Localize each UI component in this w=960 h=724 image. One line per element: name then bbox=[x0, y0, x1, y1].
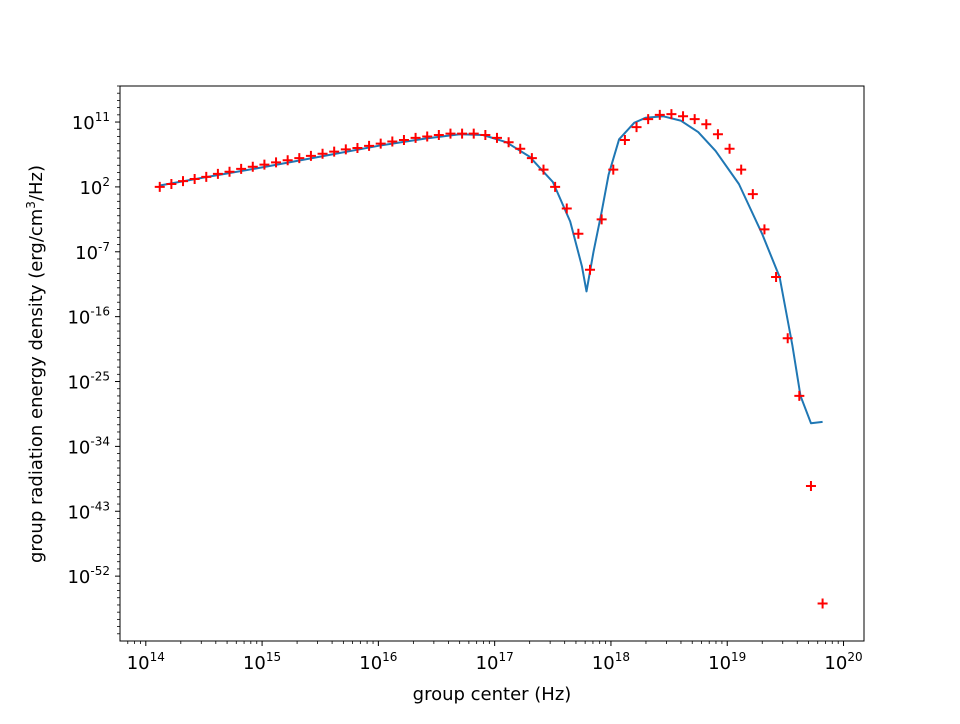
plot-layer bbox=[154, 109, 828, 609]
data-point bbox=[189, 173, 200, 184]
y-axis-label: group radiation energy density (erg/cm3/… bbox=[24, 165, 47, 563]
data-point bbox=[364, 140, 375, 151]
data-point bbox=[643, 114, 654, 125]
data-point bbox=[759, 224, 770, 235]
y-tick-label: 10-16 bbox=[67, 305, 110, 329]
data-point bbox=[271, 157, 282, 168]
data-point bbox=[201, 171, 212, 182]
data-point bbox=[282, 155, 293, 166]
plot-frame bbox=[119, 85, 865, 642]
data-point bbox=[712, 129, 723, 140]
data-point bbox=[445, 128, 456, 139]
data-point bbox=[550, 181, 561, 192]
data-point bbox=[236, 163, 247, 174]
y-tick-label: 10-25 bbox=[67, 370, 110, 394]
data-point bbox=[771, 272, 782, 283]
y-axis-label-main: group radiation energy density (erg/cm bbox=[26, 209, 47, 563]
data-point bbox=[212, 168, 223, 179]
data-point bbox=[631, 122, 642, 133]
y-tick-label: 1011 bbox=[72, 110, 110, 134]
data-point bbox=[178, 176, 189, 187]
y-tick-label: 10-7 bbox=[75, 240, 110, 264]
data-point bbox=[457, 128, 468, 139]
data-point bbox=[410, 132, 421, 143]
y-tick-label: 10-34 bbox=[67, 434, 110, 458]
data-point bbox=[259, 159, 270, 170]
data-point bbox=[596, 214, 607, 225]
scatter-series bbox=[154, 109, 828, 609]
data-point bbox=[619, 135, 630, 146]
x-tick-label: 1015 bbox=[243, 650, 281, 674]
x-tick-label: 1016 bbox=[359, 650, 397, 674]
data-point bbox=[736, 164, 747, 175]
data-point bbox=[166, 179, 177, 190]
data-point bbox=[585, 264, 596, 275]
data-point bbox=[608, 164, 619, 175]
data-point bbox=[561, 203, 572, 214]
x-tick-label: 1014 bbox=[127, 650, 165, 674]
x-tick-label: 1018 bbox=[592, 650, 630, 674]
y-tick-label: 10-52 bbox=[67, 564, 110, 588]
data-point bbox=[724, 143, 735, 154]
data-point bbox=[747, 189, 758, 200]
data-point bbox=[480, 130, 491, 141]
data-point bbox=[526, 153, 537, 164]
data-point bbox=[503, 137, 514, 148]
data-point bbox=[666, 109, 677, 120]
data-point bbox=[573, 228, 584, 239]
data-point bbox=[340, 144, 351, 155]
data-point bbox=[154, 181, 165, 192]
data-point bbox=[387, 136, 398, 147]
y-axis-label-tail: /Hz) bbox=[26, 165, 47, 201]
data-point bbox=[247, 161, 258, 172]
data-point bbox=[794, 390, 805, 401]
data-point bbox=[352, 142, 363, 153]
data-point bbox=[224, 166, 235, 177]
data-point bbox=[491, 132, 502, 143]
x-tick-label: 1017 bbox=[476, 650, 514, 674]
data-point bbox=[701, 119, 712, 130]
data-point bbox=[398, 135, 409, 146]
data-point bbox=[422, 131, 433, 142]
y-tick-label: 102 bbox=[79, 175, 110, 199]
data-point bbox=[515, 143, 526, 154]
y-axis: 1011 102 10-7 10-16 10-25 10-34 10-43 10-52 bbox=[67, 85, 120, 635]
y-tick-label: 10-43 bbox=[67, 499, 110, 523]
x-axis: 1014 1015 1016 1017 1018 1019 1020 bbox=[127, 641, 863, 674]
x-axis-label: group center (Hz) bbox=[413, 684, 572, 705]
series-line bbox=[159, 115, 823, 425]
data-point bbox=[468, 128, 479, 139]
data-point bbox=[805, 481, 816, 492]
y-axis-label-superscript: 3 bbox=[24, 201, 38, 209]
data-point bbox=[689, 114, 700, 125]
x-tick-label: 1019 bbox=[708, 650, 746, 674]
data-point bbox=[782, 333, 793, 344]
data-point bbox=[294, 153, 305, 164]
x-tick-label: 1020 bbox=[824, 650, 862, 674]
data-point bbox=[329, 146, 340, 157]
data-point bbox=[654, 109, 665, 120]
data-point bbox=[678, 111, 689, 122]
data-point bbox=[433, 130, 444, 141]
data-point bbox=[317, 148, 328, 159]
data-point bbox=[375, 138, 386, 149]
data-point bbox=[817, 598, 828, 609]
data-point bbox=[305, 150, 316, 161]
data-point bbox=[538, 164, 549, 175]
